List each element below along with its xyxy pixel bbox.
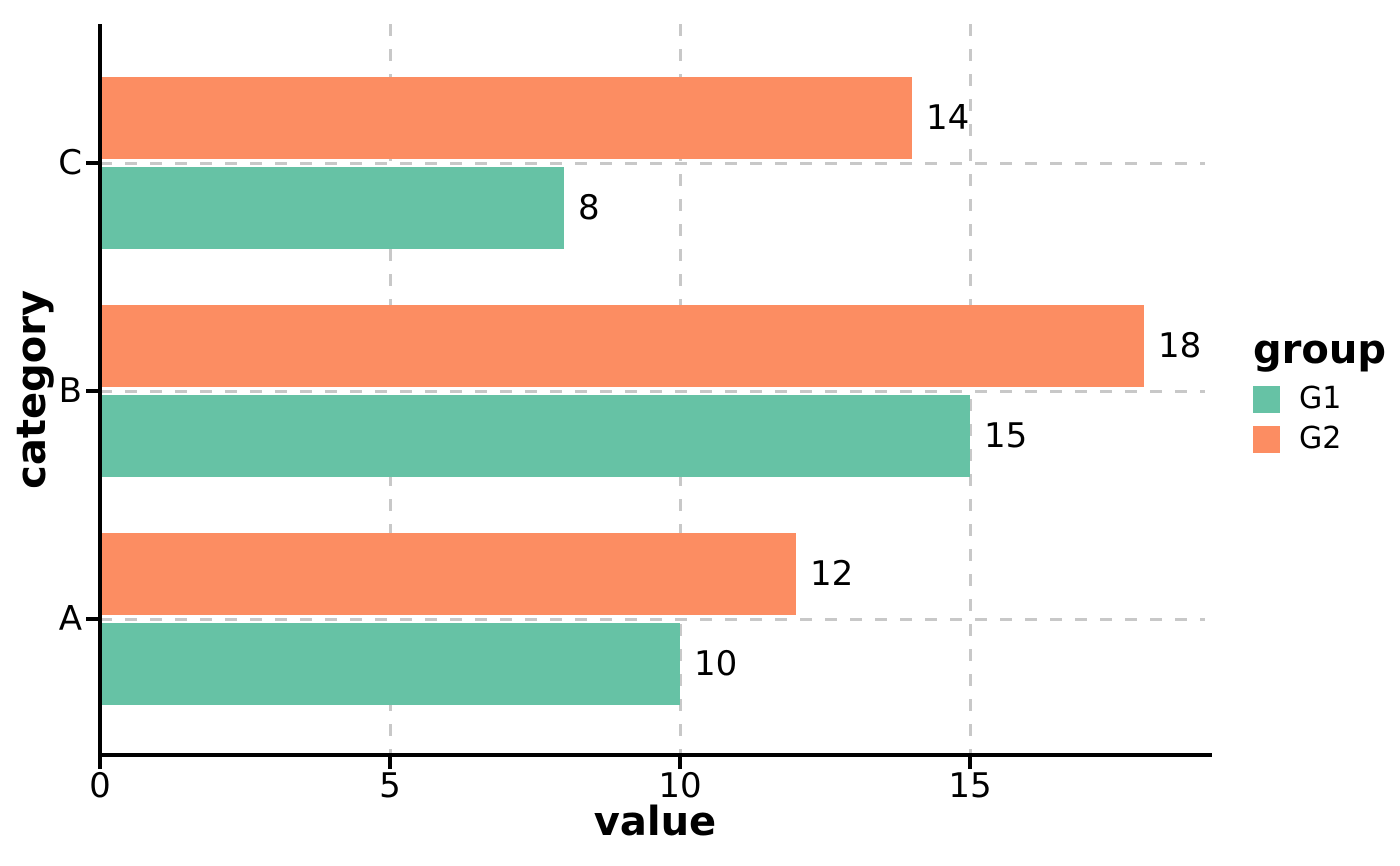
y-axis-title: category [9, 290, 55, 489]
legend: group G1 G2 [1253, 326, 1386, 454]
legend-label-G1: G1 [1299, 381, 1342, 416]
y-tick-label-B: B [58, 371, 82, 411]
x-tick-label-15: 15 [948, 766, 992, 806]
bar-A-G2 [100, 533, 796, 615]
x-tick-0 [98, 757, 102, 769]
y-tick-label-A: A [58, 599, 82, 639]
legend-item-G1: G1 [1253, 384, 1386, 414]
bar-C-G2 [100, 77, 912, 159]
x-tick-5 [388, 757, 392, 769]
bar-B-G2 [100, 305, 1144, 387]
bar-value-label-B-G2: 18 [1158, 326, 1202, 366]
x-tick-label-10: 10 [658, 766, 702, 806]
y-tick-label-C: C [58, 143, 82, 183]
gridline-horizontal-B [100, 389, 1205, 393]
legend-swatch-G2 [1253, 425, 1280, 453]
x-tick-10 [678, 757, 682, 769]
y-axis-line [98, 24, 102, 757]
legend-label-G2: G2 [1299, 421, 1342, 456]
bar-B-G1 [100, 395, 970, 477]
gridline-horizontal-A [100, 617, 1205, 621]
bar-value-label-B-G1: 15 [984, 416, 1028, 456]
bar-value-label-A-G2: 12 [810, 554, 854, 594]
bar-value-label-C-G2: 14 [926, 98, 970, 138]
legend-title: group [1253, 327, 1386, 373]
legend-item-G2: G2 [1253, 424, 1386, 454]
x-tick-15 [968, 757, 972, 769]
y-axis-title-box: category [4, 24, 60, 755]
x-axis-title: value [593, 799, 717, 845]
legend-rows: G1 G2 [1253, 384, 1386, 454]
x-tick-label-0: 0 [89, 766, 111, 806]
legend-swatch-G1 [1253, 385, 1280, 413]
bar-A-G1 [100, 623, 680, 705]
bar-value-label-A-G1: 10 [694, 644, 738, 684]
x-tick-label-5: 5 [379, 766, 401, 806]
gridline-horizontal-C [100, 161, 1205, 165]
bar-C-G1 [100, 167, 564, 249]
y-tick-B [86, 389, 98, 393]
y-tick-A [86, 617, 98, 621]
y-tick-C [86, 161, 98, 165]
x-axis-line [98, 753, 1212, 757]
bar-value-label-C-G1: 8 [578, 188, 600, 228]
